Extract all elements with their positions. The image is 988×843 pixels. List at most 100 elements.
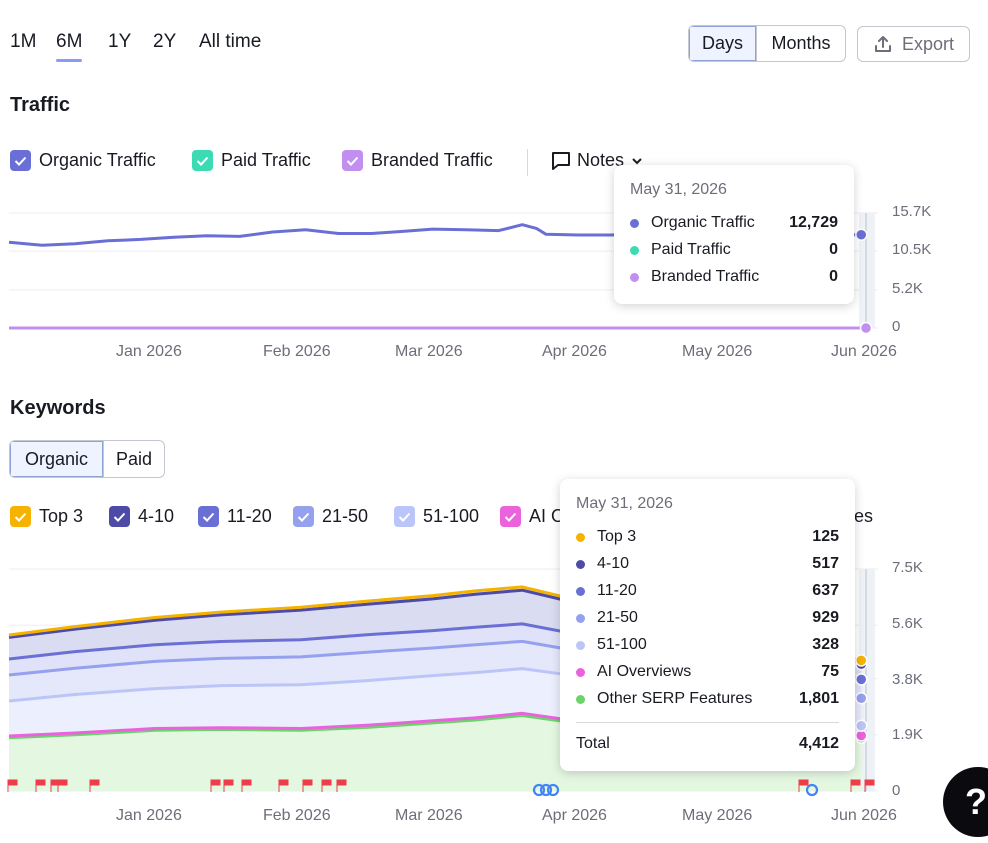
notes-dropdown[interactable]: Notes [551,150,644,171]
period-1m[interactable]: 1M [10,31,37,52]
export-button[interactable]: Export [857,26,970,62]
legend-top3[interactable]: Top 3 [10,506,83,527]
tooltip-label: Branded Traffic [651,268,760,285]
traffic-x-tick: May 2026 [682,343,753,360]
keywords-x-tick: Apr 2026 [542,807,607,824]
traffic-x-tick: Jan 2026 [116,343,182,360]
period-6m[interactable]: 6M [56,31,83,62]
tooltip-value: 12,729 [789,214,838,231]
note-flag-icon [89,779,100,792]
checkbox-checked-icon [342,150,363,171]
tooltip-value: 0 [829,241,838,258]
series-dot [576,532,585,542]
traffic-title: Traffic [10,94,71,116]
note-flag-icon [210,779,221,792]
tooltip-value: 1,801 [798,690,839,707]
keywords-y-tick: 7.5K [892,559,923,576]
legend-21-50[interactable]: 21-50 [293,506,368,527]
days-button[interactable]: Days [689,26,756,61]
tooltip-total-row: Total 4,412 [576,735,839,753]
chevron-down-icon [632,157,642,164]
note-flag-icon [864,779,875,792]
checkbox-checked-icon [293,506,314,527]
traffic-tooltip: May 31, 2026 Organic Traffic 12,729 Paid… [614,165,854,304]
tab-organic[interactable]: Organic [10,441,103,477]
organic-traffic-point [855,228,868,242]
tooltip-value: 929 [812,609,839,626]
tooltip-label: Organic Traffic [651,214,755,231]
checkbox-checked-icon [198,506,219,527]
tooltip-value: 637 [812,582,839,599]
legend-paid-traffic[interactable]: Paid Traffic [192,150,311,171]
tooltip-row: 4-10 517 [576,555,839,573]
legend-label: 4-10 [138,506,175,526]
series-dot [576,559,585,569]
tooltip-label: 21-50 [597,609,638,626]
tooltip-divider [576,722,839,723]
series-dot [576,613,585,623]
google-update-icon [532,783,546,797]
tooltip-total-value: 4,412 [798,735,839,752]
upload-icon [874,36,891,52]
period-all-time[interactable]: All time [199,31,262,52]
note-flag-icon [35,779,46,792]
tooltip-label: Paid Traffic [651,241,731,258]
keywords-x-tick: Mar 2026 [395,807,463,824]
note-flag-icon [278,779,289,792]
tooltip-row: Top 3 125 [576,528,839,546]
tooltip-value: 328 [812,636,839,653]
series-dot [630,245,639,255]
keywords-tooltip: May 31, 2026 Top 3 125 4-10 517 11-20 63… [560,479,855,771]
tooltip-row: 11-20 637 [576,582,839,600]
legend-ai-overviews[interactable]: AI O [500,506,565,527]
note-flag-icon [321,779,332,792]
traffic-y-tick: 15.7K [892,203,932,220]
note-flag-icon [223,779,234,792]
traffic-y-tick: 0 [892,318,901,335]
legend-4-10[interactable]: 4-10 [109,506,174,527]
traffic-y-tick: 10.5K [892,241,932,258]
legend-11-20[interactable]: 11-20 [198,506,272,527]
tooltip-row: AI Overviews 75 [576,663,839,681]
keywords-x-tick: Jan 2026 [116,807,182,824]
checkbox-checked-icon [109,506,130,527]
tooltip-row: Organic Traffic 12,729 [630,214,838,232]
export-label: Export [901,33,955,54]
tooltip-date: May 31, 2026 [630,181,727,198]
note-flag-icon [850,779,861,792]
note-flag-icon [302,779,313,792]
notes-label: Notes [577,150,625,170]
organic-traffic-line [8,223,862,247]
note-flag-icon [798,779,809,792]
series-dot [576,667,585,677]
legend-label: 11-20 [227,506,272,526]
traffic-x-tick: Jun 2026 [831,343,897,360]
keywords-y-tick: 5.6K [892,615,923,632]
checkbox-checked-icon [10,150,31,171]
traffic-x-tick: Feb 2026 [263,343,331,360]
google-update-icon [546,783,560,797]
period-1y[interactable]: 1Y [108,31,132,52]
tooltip-value: 75 [821,663,839,680]
checkbox-checked-icon [500,506,521,527]
keywords-x-tick: May 2026 [682,807,753,824]
series-dot [576,586,585,596]
tooltip-row: 21-50 929 [576,609,839,627]
legend-organic-traffic[interactable]: Organic Traffic [10,150,156,171]
keywords-y-tick: 1.9K [892,726,923,743]
months-button[interactable]: Months [756,26,845,61]
note-flag-icon [241,779,252,792]
legend-branded-traffic[interactable]: Branded Traffic [342,150,493,171]
tooltip-label: 11-20 [597,582,637,599]
tooltip-total-label: Total [576,735,610,752]
tooltip-row: Branded Traffic 0 [630,268,838,286]
legend-51-100[interactable]: 51-100 [394,506,479,527]
legend-label: Paid Traffic [221,150,311,170]
tooltip-label: 4-10 [597,555,630,572]
legend-label: 21-50 [322,506,369,526]
period-2y[interactable]: 2Y [153,31,177,52]
comment-icon [552,151,570,170]
legend-label: 51-100 [423,506,480,526]
help-button[interactable]: ? [943,767,988,837]
tab-paid[interactable]: Paid [103,441,164,477]
